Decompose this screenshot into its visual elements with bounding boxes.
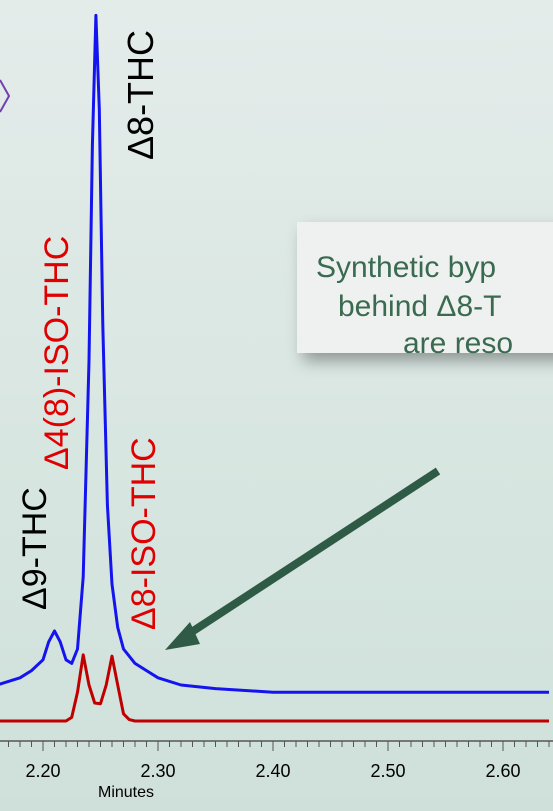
pointer-arrow	[165, 467, 441, 650]
pointer-arrow-shaft	[181, 467, 441, 641]
x-tick-label: 2.60	[485, 761, 520, 781]
x-axis-tick-labels: 2.20 2.30 2.40 2.50 2.60	[25, 761, 520, 781]
trace-group	[0, 13, 549, 723]
x-tick-label: 2.50	[370, 761, 405, 781]
series-line-1	[0, 13, 549, 694]
callout-line-3: are reso	[403, 327, 513, 360]
peak-label-d8-iso-thc: Δ8-ISO-THC	[125, 437, 163, 630]
x-tick-label: 2.30	[140, 761, 175, 781]
series-line-2	[0, 653, 549, 723]
x-axis-minor-ticks	[8, 741, 550, 751]
x-tick-label: 2.40	[255, 761, 290, 781]
callout-line-1: Synthetic byp	[316, 251, 496, 284]
peak-label-d9-thc: Δ9-THC	[16, 487, 54, 610]
pointer-arrow-head	[165, 622, 200, 650]
peak-label-d8-thc: Δ8-THC	[120, 30, 161, 160]
x-axis: 2.20 2.30 2.40 2.50 2.60 Minutes	[0, 740, 553, 801]
callout-background	[297, 222, 553, 353]
x-axis-label: Minutes	[98, 784, 154, 801]
partial-arrow-mark	[0, 79, 11, 113]
callout-line-2: behind Δ8-T	[338, 290, 501, 323]
peak-label-d4-8-iso-thc: Δ4(8)-ISO-THC	[38, 236, 76, 470]
callout-box: Synthetic byp behind Δ8-T are reso	[297, 222, 553, 360]
x-tick-label: 2.20	[25, 761, 60, 781]
